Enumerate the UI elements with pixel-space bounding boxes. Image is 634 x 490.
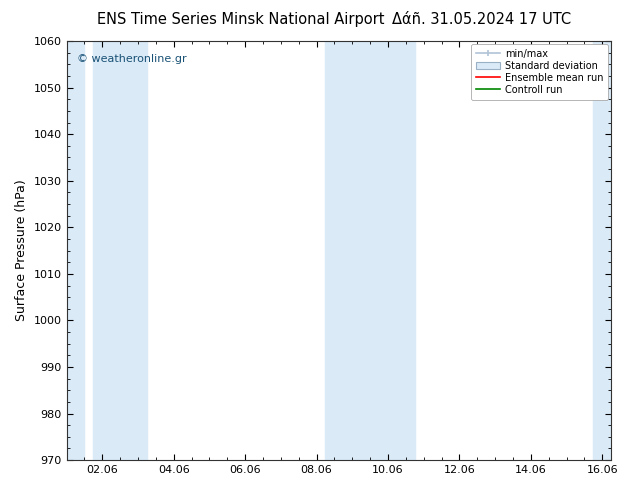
Bar <box>593 41 611 460</box>
Y-axis label: Surface Pressure (hPa): Surface Pressure (hPa) <box>15 180 28 321</box>
Bar <box>325 41 415 460</box>
Text: ENS Time Series Minsk National Airport: ENS Time Series Minsk National Airport <box>97 12 385 27</box>
Text: Δάñ. 31.05.2024 17 UTC: Δάñ. 31.05.2024 17 UTC <box>392 12 571 27</box>
Legend: min/max, Standard deviation, Ensemble mean run, Controll run: min/max, Standard deviation, Ensemble me… <box>471 44 609 99</box>
Bar <box>67 41 84 460</box>
Bar <box>93 41 147 460</box>
Text: © weatheronline.gr: © weatheronline.gr <box>77 53 187 64</box>
